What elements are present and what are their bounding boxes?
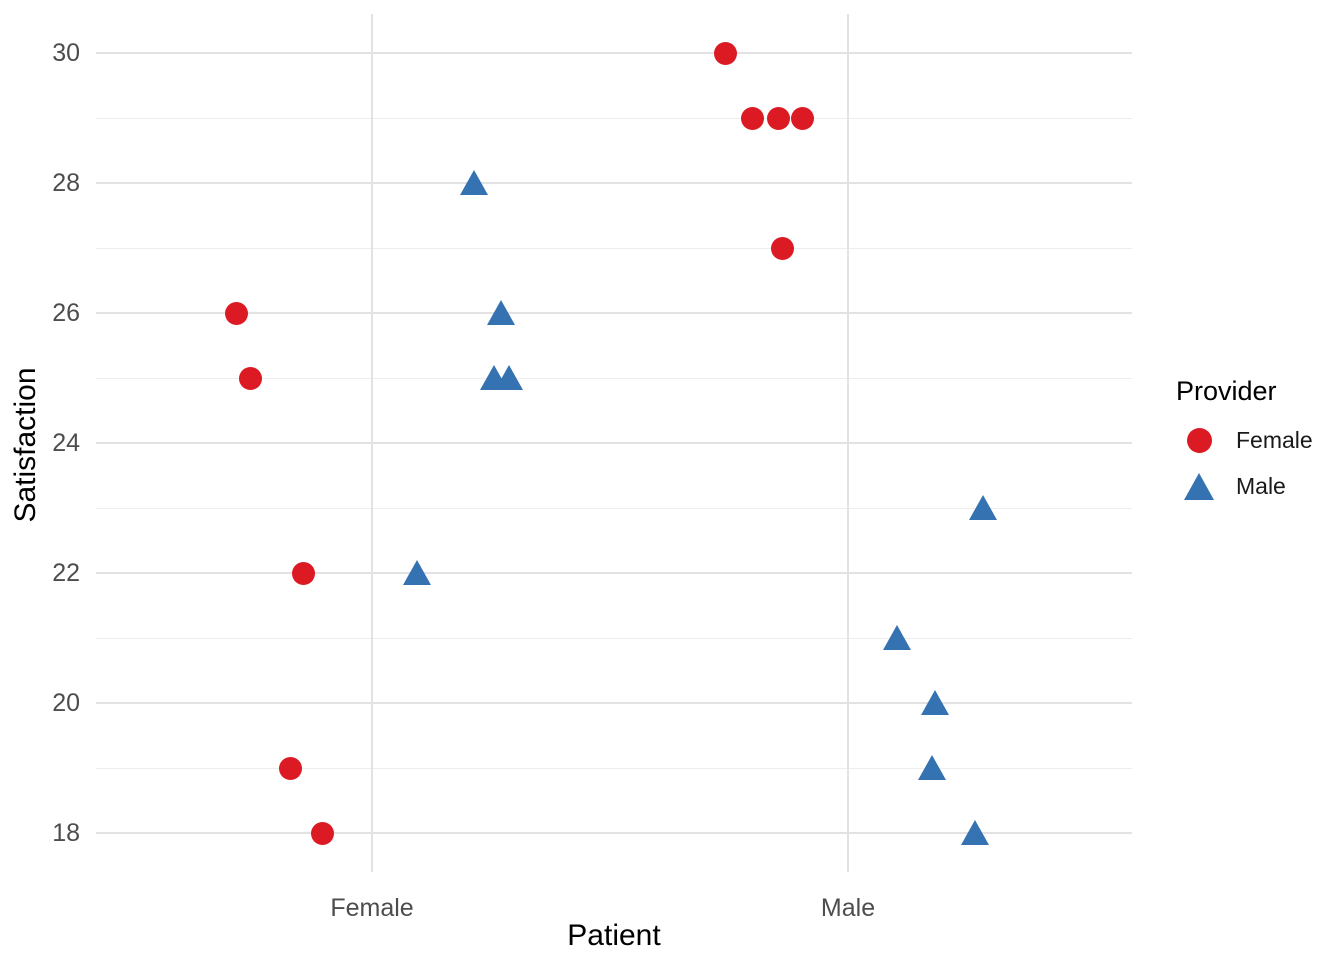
gridline-minor-y-23 xyxy=(96,508,1132,509)
y-tick-label-18: 18 xyxy=(52,819,80,847)
y-tick-label-22: 22 xyxy=(52,559,80,587)
gridline-major-y-20 xyxy=(96,702,1132,704)
gridline-minor-y-29 xyxy=(96,118,1132,119)
data-point-male-male-21 xyxy=(883,625,912,650)
x-axis-title: Patient xyxy=(567,919,661,952)
data-point-male-female-22 xyxy=(403,560,432,585)
x-tick-label-female: Female xyxy=(330,894,414,922)
data-point-male-male-18 xyxy=(961,820,990,845)
y-tick-label-24: 24 xyxy=(52,429,80,457)
data-point-female-male-30 xyxy=(713,41,737,65)
legend-triangle-icon xyxy=(1182,470,1216,502)
gridline-major-y-22 xyxy=(96,572,1132,574)
legend-label: Male xyxy=(1236,473,1286,499)
data-point-male-male-23 xyxy=(969,495,998,520)
gridline-major-y-26 xyxy=(96,312,1132,314)
legend-key-mark xyxy=(1184,472,1214,500)
legend-item-female: Female xyxy=(1176,424,1344,456)
plot-panel xyxy=(96,14,1132,872)
data-point-female-male-29 xyxy=(766,106,790,130)
y-tick-label-30: 30 xyxy=(52,39,80,67)
legend-items: Female Male xyxy=(1176,424,1344,502)
data-point-male-female-26 xyxy=(486,300,515,325)
gridline-x-male xyxy=(847,14,849,872)
data-point-male-male-20 xyxy=(921,690,950,715)
x-tick-label-male: Male xyxy=(820,894,876,922)
gridline-major-y-28 xyxy=(96,182,1132,184)
y-tick-label-28: 28 xyxy=(52,169,80,197)
data-point-male-female-25 xyxy=(495,365,524,390)
data-point-female-male-29 xyxy=(791,106,815,130)
gridline-x-female xyxy=(371,14,373,872)
gridline-minor-y-19 xyxy=(96,768,1132,769)
gridline-minor-y-25 xyxy=(96,378,1132,379)
data-point-female-female-22 xyxy=(292,561,316,585)
data-point-female-female-25 xyxy=(238,366,262,390)
data-point-female-male-29 xyxy=(741,106,765,130)
legend-title: Provider xyxy=(1176,376,1277,406)
data-point-female-female-19 xyxy=(278,756,302,780)
gridline-major-y-18 xyxy=(96,832,1132,834)
gridline-major-y-24 xyxy=(96,442,1132,444)
y-tick-label-26: 26 xyxy=(52,299,80,327)
gridline-major-y-30 xyxy=(96,52,1132,54)
legend-item-male: Male xyxy=(1176,470,1344,502)
data-point-male-male-19 xyxy=(917,755,946,780)
data-point-female-male-27 xyxy=(771,236,795,260)
data-point-male-female-28 xyxy=(459,170,488,195)
data-point-female-female-26 xyxy=(225,301,249,325)
gridline-minor-y-21 xyxy=(96,638,1132,639)
legend: Provider Female Male xyxy=(1176,374,1344,516)
legend-circle-icon xyxy=(1182,424,1216,456)
y-tick-label-20: 20 xyxy=(52,689,80,717)
legend-label: Female xyxy=(1236,427,1313,453)
y-axis-title: Satisfaction xyxy=(9,367,42,523)
gridline-minor-y-27 xyxy=(96,248,1132,249)
legend-key-mark xyxy=(1186,427,1212,453)
data-point-female-female-18 xyxy=(311,821,335,845)
